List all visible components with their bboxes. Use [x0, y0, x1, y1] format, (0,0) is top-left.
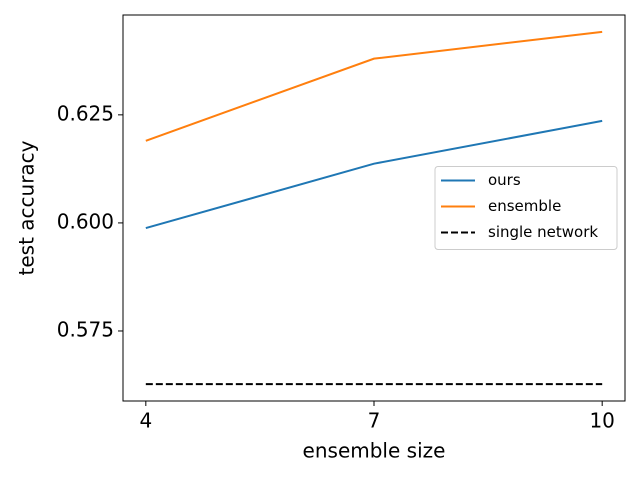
- series-line: [145, 30, 603, 142]
- y-tick-label: 0.625: [57, 101, 114, 125]
- x-tick-label: 7: [368, 409, 381, 433]
- y-tick-label: 0.600: [57, 209, 114, 233]
- legend-box: [434, 166, 618, 250]
- legend-label: ensemble: [488, 197, 561, 215]
- plot-frame: [122, 14, 626, 402]
- x-tick-label: 10: [589, 409, 614, 433]
- x-axis-label: ensemble size: [303, 439, 446, 463]
- y-axis-label: test accuracy: [15, 140, 39, 275]
- series-line: [145, 119, 603, 230]
- x-tick-label: 4: [139, 409, 152, 433]
- legend-label: single network: [488, 223, 598, 241]
- y-tick-label: 0.575: [57, 317, 114, 341]
- legend-label: ours: [488, 171, 521, 189]
